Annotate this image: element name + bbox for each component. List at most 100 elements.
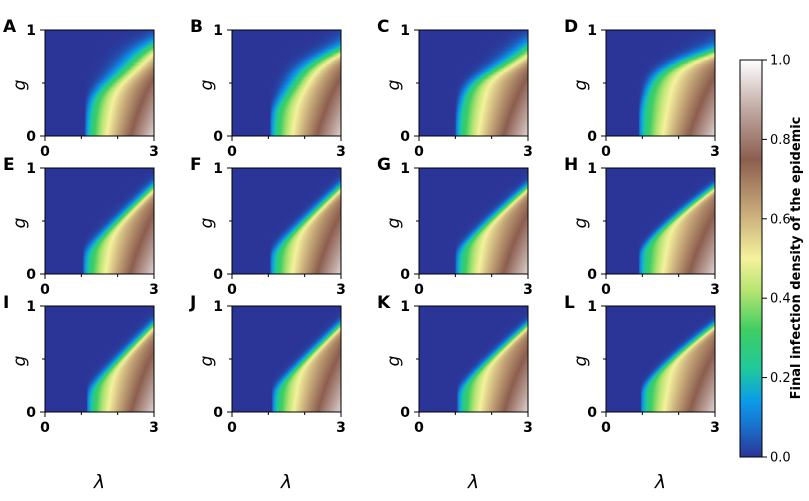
panel-i: I 0 1 g 0 3 xyxy=(3,293,159,436)
panel-letter: L xyxy=(564,293,575,313)
y-axis-label: g xyxy=(571,79,591,90)
panel-h: H 0 1 g 0 3 xyxy=(564,155,720,298)
y-tick-label: 0 xyxy=(213,129,223,145)
x-tick-label: 3 xyxy=(710,282,720,298)
colorbar-label: Final infection density of the epidemic xyxy=(789,117,804,400)
y-tick-label: 1 xyxy=(26,23,36,39)
colorbar-tick-label: 0.4 xyxy=(770,292,791,307)
panel-letter: J xyxy=(189,293,196,313)
panel-b: B 0 1 g 0 3 xyxy=(190,17,346,160)
y-axis-label: g xyxy=(10,217,30,228)
y-axis-label: g xyxy=(10,79,30,90)
heatmap-image xyxy=(45,306,154,412)
panel-e: E 0 1 g 0 3 xyxy=(3,155,159,298)
y-tick-label: 1 xyxy=(400,161,410,177)
y-axis-label: g xyxy=(384,217,404,228)
x-tick-label: 0 xyxy=(601,420,611,436)
panel-l: L 0 1 g 0 3 xyxy=(564,293,720,436)
x-axis-label: λ xyxy=(467,471,479,493)
y-tick-label: 0 xyxy=(26,405,36,421)
y-tick-label: 1 xyxy=(400,299,410,315)
heatmap-image xyxy=(606,30,715,136)
y-tick-label: 1 xyxy=(587,161,597,177)
heatmap-image xyxy=(419,306,528,412)
panel-letter: H xyxy=(564,155,578,175)
y-tick-label: 1 xyxy=(587,299,597,315)
colorbar-tick-label: 0.2 xyxy=(770,371,791,386)
x-tick-label: 0 xyxy=(601,282,611,298)
x-tick-label: 0 xyxy=(40,420,50,436)
x-tick-label: 3 xyxy=(336,420,346,436)
heatmap-image xyxy=(419,30,528,136)
panel-letter: A xyxy=(3,17,17,37)
y-tick-label: 1 xyxy=(213,161,223,177)
x-axis-label: λ xyxy=(280,471,292,493)
panel-letter: C xyxy=(377,17,389,37)
y-tick-label: 1 xyxy=(400,23,410,39)
y-tick-label: 1 xyxy=(587,23,597,39)
y-tick-label: 1 xyxy=(213,299,223,315)
x-tick-label: 3 xyxy=(523,144,533,160)
x-tick-label: 0 xyxy=(414,420,424,436)
panel-letter: B xyxy=(190,17,203,37)
y-tick-label: 0 xyxy=(587,129,597,145)
x-tick-label: 0 xyxy=(414,282,424,298)
y-tick-label: 0 xyxy=(26,129,36,145)
panel-d: D 0 1 g 0 3 xyxy=(564,17,720,160)
y-tick-label: 0 xyxy=(400,129,410,145)
x-tick-label: 3 xyxy=(149,144,159,160)
heatmap-image xyxy=(45,30,154,136)
panel-j: J 0 1 g 0 3 xyxy=(189,293,346,436)
panel-letter: I xyxy=(3,293,9,313)
x-tick-label: 0 xyxy=(414,144,424,160)
x-axis-label: λ xyxy=(93,471,105,493)
y-axis-label: g xyxy=(384,79,404,90)
panel-g: G 0 1 g 0 3 xyxy=(377,155,533,298)
x-tick-label: 0 xyxy=(227,420,237,436)
heatmap-image xyxy=(232,168,341,274)
heatmap-image xyxy=(45,168,154,274)
x-tick-label: 3 xyxy=(523,282,533,298)
panel-letter: K xyxy=(377,293,391,313)
x-tick-label: 3 xyxy=(336,144,346,160)
heatmap-image xyxy=(419,168,528,274)
colorbar-ticks: 0.0 0.2 0.4 0.6 0.8 1.0 xyxy=(762,54,791,466)
y-tick-label: 1 xyxy=(213,23,223,39)
x-tick-label: 3 xyxy=(710,420,720,436)
x-tick-label: 3 xyxy=(710,144,720,160)
y-axis-label: g xyxy=(197,355,217,366)
y-tick-label: 0 xyxy=(587,267,597,283)
panel-letter: E xyxy=(3,155,15,175)
x-axis-label: λ xyxy=(654,471,666,493)
y-tick-label: 1 xyxy=(26,161,36,177)
y-tick-label: 0 xyxy=(213,405,223,421)
x-tick-label: 3 xyxy=(149,282,159,298)
x-tick-label: 0 xyxy=(227,282,237,298)
colorbar-tick-label: 0.0 xyxy=(770,451,791,466)
panel-c: C 0 1 g 0 3 xyxy=(377,17,533,160)
y-tick-label: 0 xyxy=(400,267,410,283)
panel-letter: F xyxy=(190,155,202,175)
panel-a: A 0 1 g 0 3 xyxy=(3,17,159,160)
y-axis-label: g xyxy=(197,79,217,90)
y-axis-label: g xyxy=(571,355,591,366)
colorbar-strip xyxy=(739,59,763,458)
x-tick-label: 0 xyxy=(601,144,611,160)
heatmap-image xyxy=(606,168,715,274)
x-tick-label: 3 xyxy=(523,420,533,436)
colorbar-tick-label: 1.0 xyxy=(770,54,791,69)
heatmap-image xyxy=(232,306,341,412)
panel-letter: D xyxy=(564,17,578,37)
y-axis-label: g xyxy=(10,355,30,366)
heatmap-image xyxy=(606,306,715,412)
y-tick-label: 1 xyxy=(26,299,36,315)
colorbar: 0.0 0.2 0.4 0.6 0.8 1.0 Final infection densi… xyxy=(739,54,804,466)
x-tick-label: 3 xyxy=(149,420,159,436)
y-axis-label: g xyxy=(384,355,404,366)
x-tick-label: 0 xyxy=(40,282,50,298)
x-tick-label: 3 xyxy=(336,282,346,298)
y-tick-label: 0 xyxy=(213,267,223,283)
